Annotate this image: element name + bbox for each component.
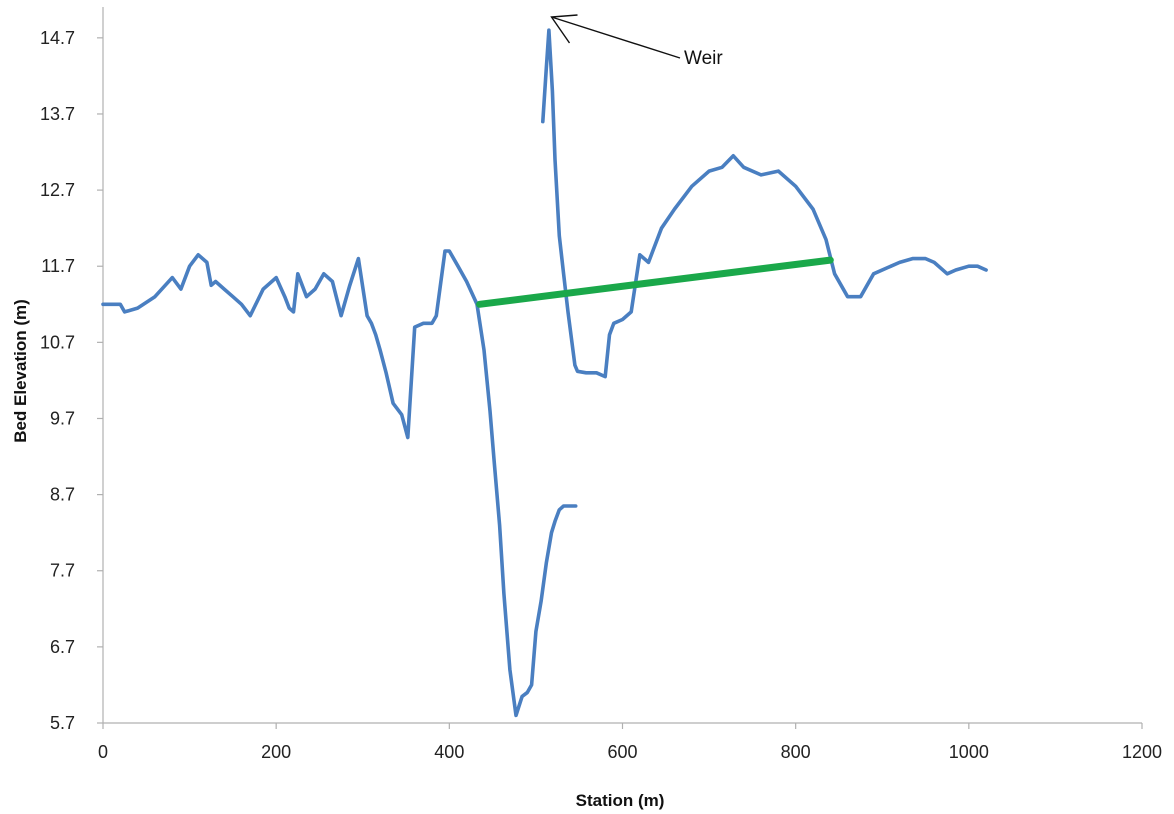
x-tick-label: 0 bbox=[98, 742, 108, 762]
weir-annotation: Weir bbox=[684, 48, 723, 69]
y-tick-label: 10.7 bbox=[40, 332, 75, 352]
weir-arrow-head bbox=[550, 14, 578, 44]
x-tick-label: 600 bbox=[607, 742, 637, 762]
y-tick-label: 8.7 bbox=[50, 485, 75, 505]
weir-arrow-line bbox=[551, 16, 681, 59]
x-tick-label: 1200 bbox=[1122, 742, 1162, 762]
y-tick-label: 13.7 bbox=[40, 104, 75, 124]
y-tick-label: 7.7 bbox=[50, 561, 75, 581]
x-tick-label: 400 bbox=[434, 742, 464, 762]
series-layer bbox=[101, 28, 988, 718]
y-tick-label: 14.7 bbox=[40, 28, 75, 48]
y-axis-title: Bed Elevation (m) bbox=[11, 299, 30, 443]
x-tick-labels: 0 200 400 600 800 1000 1200 bbox=[98, 723, 1162, 762]
x-tick-label: 800 bbox=[781, 742, 811, 762]
x-tick-label: 1000 bbox=[949, 742, 989, 762]
y-tick-labels: 5.7 6.7 7.7 8.7 9.7 10.7 11.7 12.7 13.7 14.7 bbox=[40, 28, 103, 733]
x-axis-title: Station (m) bbox=[576, 791, 665, 810]
y-tick-label: 5.7 bbox=[50, 713, 75, 733]
annotation-layer: Weir bbox=[550, 14, 723, 69]
y-tick-label: 9.7 bbox=[50, 408, 75, 428]
series-line-3 bbox=[476, 256, 834, 308]
series-line-1 bbox=[101, 249, 578, 718]
series-line-2 bbox=[540, 28, 988, 379]
y-tick-label: 6.7 bbox=[50, 637, 75, 657]
y-tick-label: 11.7 bbox=[41, 256, 75, 276]
axes bbox=[102, 7, 1142, 724]
y-tick-label: 12.7 bbox=[40, 180, 75, 200]
x-tick-label: 200 bbox=[261, 742, 291, 762]
